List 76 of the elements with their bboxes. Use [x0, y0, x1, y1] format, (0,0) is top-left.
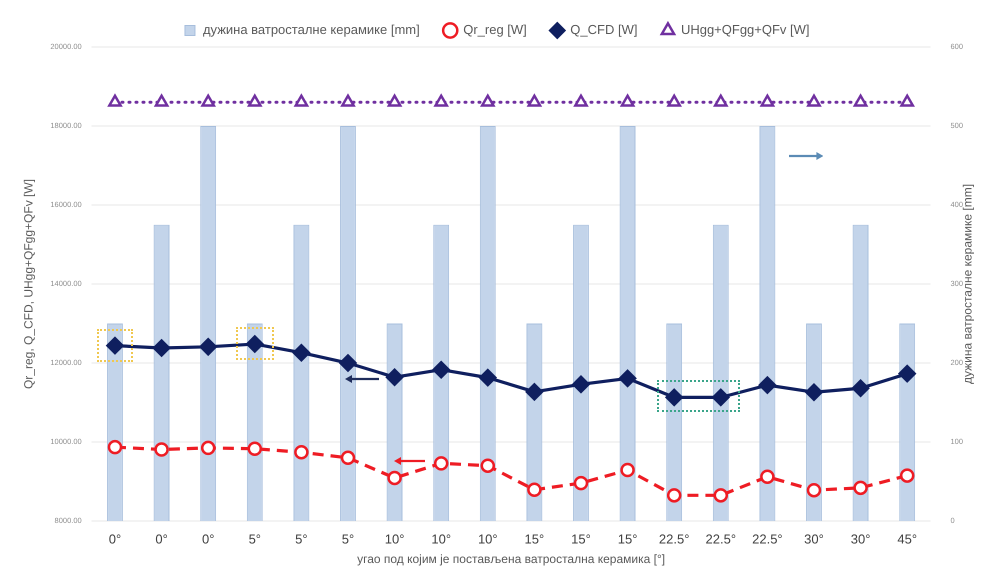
x-tick-label: 22.5° [752, 531, 783, 546]
point [620, 94, 634, 107]
point [760, 94, 774, 107]
point [248, 441, 262, 456]
point [574, 476, 588, 490]
point [806, 482, 822, 498]
point [200, 440, 216, 456]
x-tick-label: 22.5° [706, 531, 736, 546]
legend-label: Qr_reg [W] [463, 22, 527, 38]
point [479, 368, 497, 386]
point [341, 94, 355, 107]
x-tick-label: 30° [804, 531, 824, 546]
x-tick-label: 5° [342, 531, 354, 546]
x-tick-label: 5° [248, 531, 261, 546]
x-tick-label: 10° [431, 531, 452, 546]
point [900, 94, 914, 107]
x-tick-label: 5° [295, 531, 308, 546]
point [434, 94, 448, 107]
point [898, 364, 916, 382]
point [201, 94, 216, 107]
point [199, 338, 217, 356]
point [620, 462, 635, 478]
point [760, 470, 775, 484]
point [900, 468, 914, 483]
point [152, 339, 170, 357]
legend-label: UHgg+QFgg+QFv [W] [680, 22, 810, 38]
x-tick-label: 30° [850, 531, 870, 546]
point [480, 458, 496, 473]
x-tick-label: 0° [155, 531, 168, 546]
point [108, 94, 122, 107]
point [154, 94, 168, 107]
point [340, 450, 356, 466]
point [294, 445, 309, 460]
point [758, 376, 776, 394]
y-axis-title: Qr_reg, Q_CFD, UHgg+QFgg+QFv [W] [22, 178, 36, 390]
point [714, 488, 728, 503]
point [805, 383, 823, 401]
point [665, 388, 683, 406]
legend-label: Q_CFD [W] [570, 22, 638, 38]
point [853, 480, 868, 496]
point [852, 380, 870, 398]
point [480, 94, 495, 107]
point [434, 456, 448, 471]
point [339, 354, 357, 372]
point [667, 94, 682, 107]
point [807, 94, 821, 107]
point [292, 344, 310, 362]
point [572, 376, 590, 394]
point [528, 94, 542, 107]
point [387, 470, 402, 486]
point [386, 368, 404, 386]
x-tick-label: 15° [571, 531, 591, 546]
x-tick-label: 10° [384, 531, 404, 546]
point [666, 488, 682, 503]
x-tick-label: 15° [618, 531, 638, 546]
point [527, 482, 542, 498]
point [432, 360, 450, 378]
x-tick-label: 45° [897, 531, 918, 546]
point [108, 440, 122, 454]
x-tick-label: 22.5° [658, 531, 690, 546]
x-tick-label: 15° [524, 531, 544, 546]
x-tick-label: 0° [202, 531, 214, 546]
point [618, 370, 636, 388]
point [248, 94, 262, 107]
x-tick-label: 0° [108, 531, 122, 546]
point [712, 388, 730, 406]
point [574, 94, 588, 107]
point [714, 94, 728, 107]
x-tick-label: 10° [478, 531, 498, 546]
legend-label: дужина ватросталне керамике [mm] [202, 22, 420, 38]
x-axis-title: угао под којим је постављена ватростална керамика [°] [357, 552, 666, 566]
point [526, 383, 544, 401]
point [154, 442, 169, 457]
point [388, 94, 402, 107]
point [854, 94, 868, 107]
point [294, 94, 308, 107]
